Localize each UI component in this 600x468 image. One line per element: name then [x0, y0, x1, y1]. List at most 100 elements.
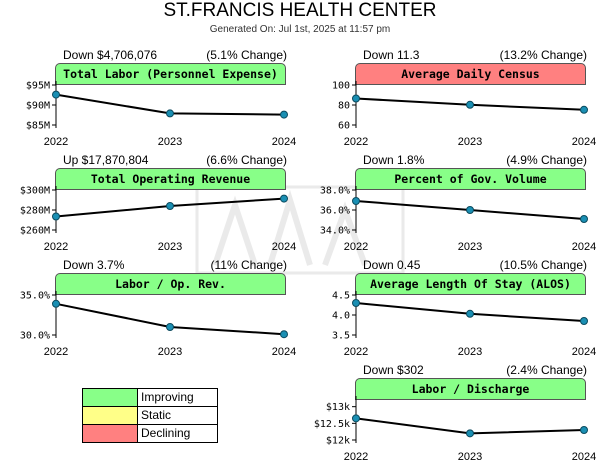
chart-title-banner: Labor / Op. Rev. — [55, 273, 286, 295]
data-point — [352, 197, 360, 205]
change-amount: Down 1.8% — [363, 153, 425, 167]
data-point — [580, 105, 588, 114]
x-tick-label: 2022 — [344, 451, 368, 463]
y-tick-label: 35.0% — [20, 291, 50, 302]
line-plot: $260M $280M $300M 2022 2023 2024 — [20, 186, 296, 254]
x-tick-label: 2023 — [458, 346, 482, 358]
legend-item-static: Static — [83, 407, 217, 425]
data-point — [466, 429, 474, 438]
change-amount: Down 11.3 — [363, 48, 420, 62]
x-tick-label: 2023 — [458, 241, 482, 253]
x-tick-label: 2022 — [44, 346, 68, 358]
chart-panel-revenue: Up $17,870,804 (6.6% Change) Total Operati… — [20, 153, 296, 258]
chart-title-banner: Total Operating Revenue — [55, 168, 286, 190]
change-amount: Down 3.7% — [63, 258, 125, 272]
chart-panel-gov: Down 1.8% (4.9% Change) Percent of Gov. Vo… — [320, 153, 596, 258]
watermark-logo — [195, 185, 405, 275]
x-tick-label: 2023 — [158, 346, 182, 358]
legend: Improving Static Declining — [82, 388, 218, 443]
legend-label: Declining — [141, 426, 191, 440]
y-tick-label: $280M — [20, 206, 50, 217]
chart-panel-labor: Down $4,706,076 (5.1% Change) Total Labor … — [26, 48, 296, 153]
change-percent: (2.4% Change) — [506, 363, 587, 377]
line-plot: 3.5 4.0 4.5 2022 2023 2024 — [332, 291, 596, 359]
chart-title-banner: Labor / Discharge — [355, 378, 586, 400]
x-tick-label: 2024 — [272, 241, 296, 253]
x-tick-label: 2023 — [158, 241, 182, 253]
y-tick-label: $13k — [326, 402, 350, 413]
data-point — [352, 94, 360, 103]
generated-timestamp: Generated On: Jul 1st, 2025 at 11:57 pm — [209, 24, 391, 35]
legend-label: Static — [141, 408, 172, 422]
legend-label: Improving — [141, 390, 194, 404]
x-tick-label: 2024 — [572, 451, 596, 463]
data-point — [52, 212, 60, 221]
data-point — [280, 110, 288, 119]
data-point — [466, 100, 474, 109]
y-tick-label: 34.0% — [320, 226, 350, 237]
data-point — [466, 309, 474, 318]
change-percent: (10.5% Change) — [499, 258, 587, 272]
chart-panel-labor-discharge: Down $302 (2.4% Change) Labor / Discharge $… — [314, 363, 596, 468]
data-point — [580, 426, 588, 434]
legend-swatch-declining — [83, 425, 138, 442]
y-tick-label: 100 — [332, 81, 350, 92]
chart-title-banner: Total Labor (Personnel Expense) — [55, 63, 286, 85]
y-tick-label: 30.0% — [20, 331, 50, 342]
x-tick-label: 2022 — [344, 136, 368, 148]
x-tick-label: 2022 — [44, 241, 68, 253]
y-tick-label: $12.5k — [314, 419, 350, 430]
line-plot: 60 80 100 2022 2023 2024 — [332, 81, 596, 149]
line-plot: $85M $90M $95M 2022 2023 2024 — [26, 81, 296, 149]
line-plot: $12k $12.5k $13k 2022 2023 2024 — [314, 396, 596, 463]
chart-title-banner: Percent of Gov. Volume — [355, 168, 586, 190]
x-tick-label: 2023 — [458, 136, 482, 148]
y-tick-label: $95M — [26, 81, 50, 92]
y-tick-label: $90M — [26, 101, 50, 112]
chart-panel-census: Down 11.3 (13.2% Change) Average Daily Cen… — [332, 48, 596, 153]
legend-item-improving: Improving — [83, 389, 217, 407]
data-point — [580, 215, 588, 223]
legend-item-declining: Declining — [83, 425, 217, 442]
chart-panel-alos: Down 0.45 (10.5% Change) Average Length Of… — [332, 258, 596, 363]
y-tick-label: 4.5 — [332, 291, 350, 302]
data-point — [166, 323, 174, 331]
x-tick-label: 2024 — [572, 136, 596, 148]
x-tick-label: 2024 — [572, 346, 596, 358]
x-tick-label: 2024 — [272, 136, 296, 148]
y-tick-label: 60 — [338, 121, 350, 132]
x-tick-label: 2024 — [272, 346, 296, 358]
change-percent: (11% Change) — [210, 258, 288, 272]
change-amount: Down 0.45 — [363, 258, 421, 272]
x-tick-label: 2022 — [344, 241, 368, 253]
change-percent: (5.1% Change) — [206, 48, 287, 62]
data-point — [352, 299, 360, 307]
data-point — [166, 202, 174, 210]
y-tick-label: 38.0% — [320, 186, 350, 197]
legend-swatch-improving — [83, 389, 138, 406]
change-amount: Down $4,706,076 — [63, 48, 158, 62]
change-percent: (4.9% Change) — [506, 153, 587, 167]
data-point — [580, 317, 588, 325]
change-amount: Up $17,870,804 — [63, 153, 149, 167]
y-tick-label: 4.0 — [332, 311, 350, 322]
data-point — [280, 330, 288, 339]
chart-panel-labor-rev: Down 3.7% (11% Change) Labor / Op. Rev. 30.… — [20, 258, 296, 363]
x-tick-label: 2024 — [572, 241, 596, 253]
change-amount: Down $302 — [363, 363, 424, 377]
x-tick-label: 2022 — [44, 136, 68, 148]
x-tick-label: 2022 — [344, 346, 368, 358]
data-point — [52, 90, 60, 99]
chart-title-banner: Average Length Of Stay (ALOS) — [355, 273, 586, 295]
y-tick-label: $260M — [20, 226, 50, 237]
y-tick-label: 80 — [338, 101, 350, 112]
chart-title-banner: Average Daily Census — [355, 63, 586, 85]
y-tick-label: 3.5 — [332, 331, 350, 342]
y-tick-label: 36.0% — [320, 206, 350, 217]
change-percent: (6.6% Change) — [206, 153, 287, 167]
x-tick-label: 2023 — [158, 136, 182, 148]
line-plot: 30.0% 35.0% 2022 2023 2024 — [20, 291, 296, 359]
y-tick-label: $300M — [20, 186, 50, 197]
legend-swatch-static — [83, 407, 138, 424]
y-tick-label: $12k — [326, 436, 350, 447]
